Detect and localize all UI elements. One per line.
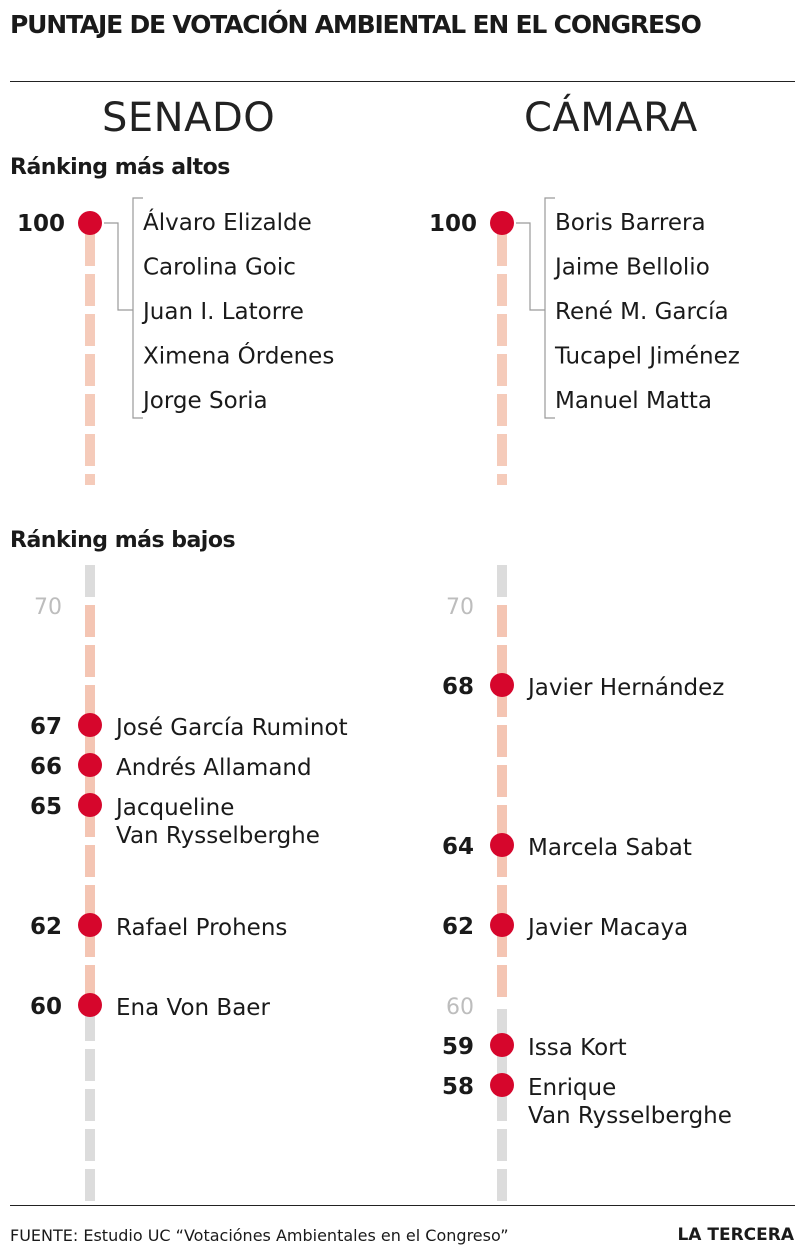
senado-point-name-67-1: José García Ruminot	[114, 715, 348, 741]
camara-scale-label-60: 60	[446, 995, 474, 1020]
senado-point-name-62-1: Rafael Prohens	[116, 915, 287, 941]
camara-top-name-5: Manuel Matta	[555, 388, 712, 414]
camara-heading: CÁMARA	[524, 95, 698, 141]
senado-heading: SENADO	[102, 95, 276, 141]
camara-point-score-58: 58	[442, 1074, 474, 1100]
senado-point-name-60-1: Ena Von Baer	[116, 995, 270, 1021]
senado-scale-label-70: 70	[34, 595, 62, 620]
senado-top-connector	[104, 222, 133, 311]
senado-point-score-60: 60	[30, 994, 62, 1020]
source-note: FUENTE: Estudio UC “Votaciónes Ambiental…	[10, 1226, 509, 1245]
camara-top-name-4: Tucapel Jiménez	[554, 344, 740, 370]
camara-point-score-59: 59	[442, 1034, 474, 1060]
camara-top-connector	[516, 222, 545, 311]
senado-top-name-2: Carolina Goic	[143, 255, 296, 281]
camara-point-name-62-1: Javier Macaya	[526, 915, 688, 941]
senado-point-dot-67	[78, 713, 102, 737]
camara-point-dot-62	[490, 913, 514, 937]
senado-point-dot-60	[78, 993, 102, 1017]
senado-top-score-label: 100	[17, 211, 65, 237]
senado-top-name-5: Jorge Soria	[141, 388, 268, 414]
camara-top-bracket	[544, 197, 555, 419]
camara-point-score-68: 68	[442, 674, 474, 700]
senado-top-name-4: Ximena Órdenes	[143, 342, 334, 370]
camara-point-dot-64	[490, 833, 514, 857]
senado-point-name-65-1: Jacqueline	[114, 795, 234, 821]
senado-point-score-67: 67	[30, 714, 62, 740]
top-divider	[10, 81, 795, 82]
bottom-divider	[10, 1205, 795, 1206]
brand-logo: LA TERCERA	[677, 1225, 794, 1245]
senado-top-name-3: Juan I. Latorre	[141, 299, 304, 325]
camara-point-name-68-1: Javier Hernández	[526, 675, 724, 701]
camara-point-score-64: 64	[442, 834, 474, 860]
camara-point-name-64-1: Marcela Sabat	[528, 835, 692, 861]
camara-top-name-2: Jaime Bellolio	[553, 255, 710, 281]
camara-point-name-58-2: Van Rysselberghe	[528, 1103, 732, 1129]
camara-top-name-3: René M. García	[555, 299, 729, 325]
camara-top-score-dot	[490, 211, 514, 235]
senado-point-dot-66	[78, 753, 102, 777]
camara-top-score-label: 100	[429, 211, 477, 237]
senado-point-name-66-1: Andrés Allamand	[116, 755, 312, 781]
senado-point-score-66: 66	[30, 754, 62, 780]
camara-scale-label-70: 70	[446, 595, 474, 620]
camara-point-score-62: 62	[442, 914, 474, 940]
chart-title: PUNTAJE DE VOTACIÓN AMBIENTAL EN EL CONG…	[10, 10, 702, 39]
top-ranking-heading: Ránking más altos	[10, 155, 230, 180]
camara-point-dot-58	[490, 1073, 514, 1097]
senado-point-dot-65	[78, 793, 102, 817]
senado-top-name-1: Álvaro Elizalde	[143, 208, 312, 236]
camara-point-dot-68	[490, 673, 514, 697]
camara-top-name-1: Boris Barrera	[555, 210, 706, 236]
senado-top-bracket	[132, 197, 143, 419]
senado-top-score-dot	[78, 211, 102, 235]
senado-point-name-65-2: Van Rysselberghe	[116, 823, 320, 849]
senado-point-score-62: 62	[30, 914, 62, 940]
senado-point-score-65: 65	[30, 794, 62, 820]
camara-point-name-58-1: Enrique	[528, 1075, 616, 1101]
camara-point-name-59-1: Issa Kort	[528, 1035, 627, 1061]
senado-point-dot-62	[78, 913, 102, 937]
bottom-ranking-heading: Ránking más bajos	[10, 528, 236, 553]
camara-point-dot-59	[490, 1033, 514, 1057]
